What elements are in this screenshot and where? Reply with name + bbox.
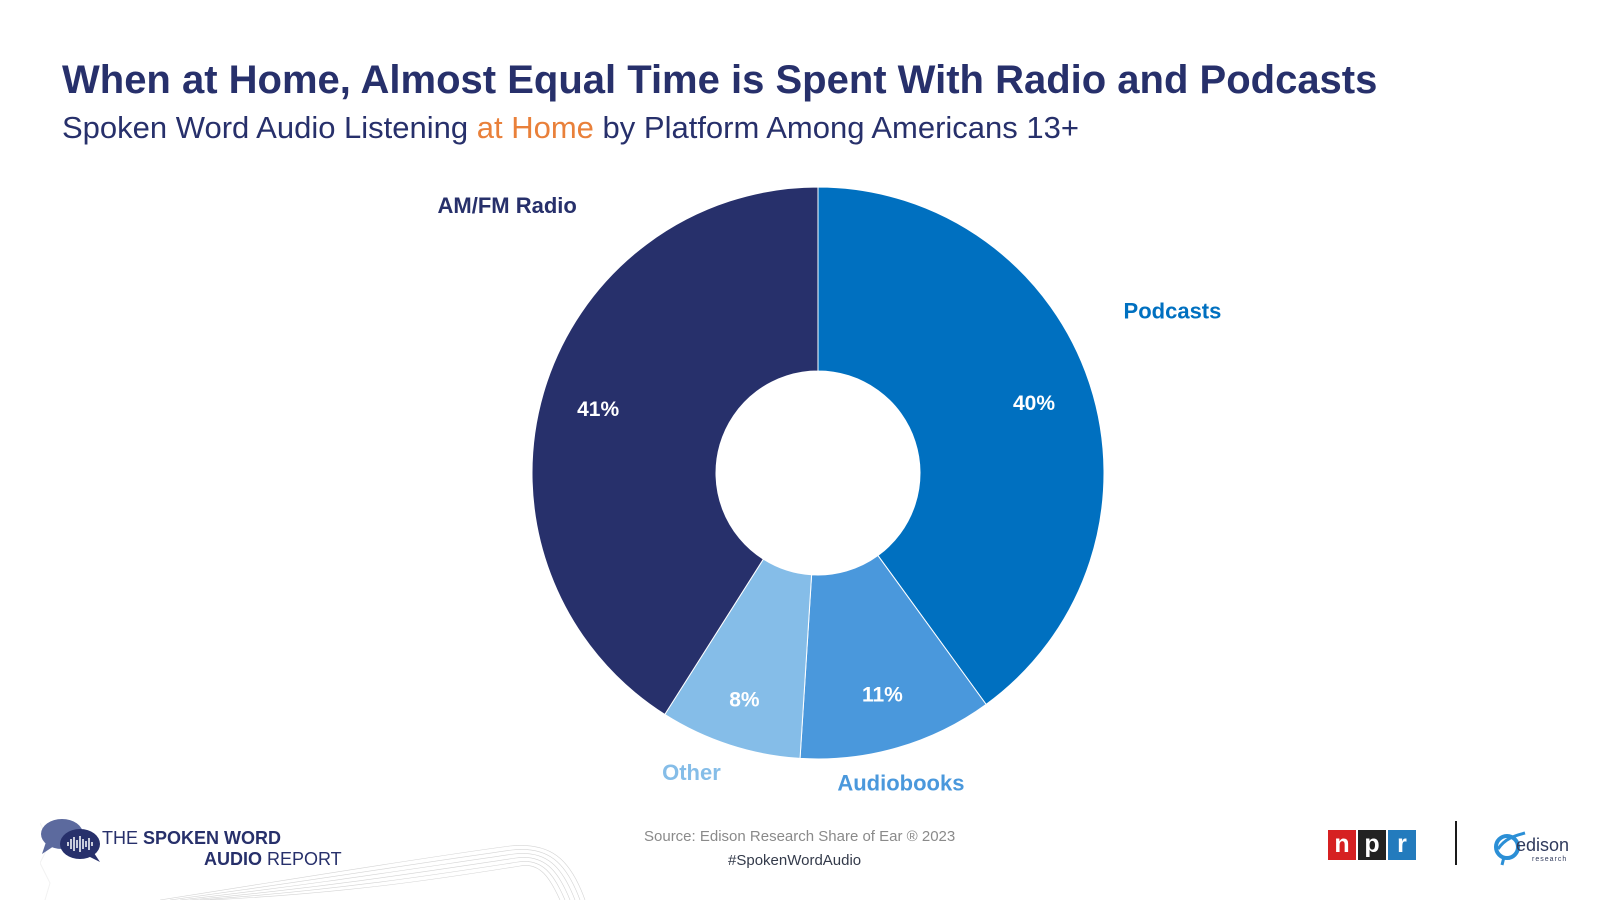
category-label-audiobooks: Audiobooks	[837, 770, 964, 795]
edison-wordmark: edison	[1516, 835, 1570, 855]
source-note: Source: Edison Research Share of Ear ® 2…	[644, 828, 956, 845]
edison-research-logo: edison research	[1492, 827, 1592, 869]
edison-subtext: research	[1532, 856, 1568, 863]
spoken-word-report-logo: THE SPOKEN WORD AUDIO REPORT	[40, 818, 600, 900]
category-label-podcasts: Podcasts	[1124, 299, 1222, 324]
report-logo-line1: THE SPOKEN WORD	[102, 828, 282, 848]
edison-swirl-icon	[1494, 831, 1526, 866]
report-logo-line2: AUDIO REPORT	[204, 849, 342, 869]
value-label-other: 8%	[729, 689, 760, 712]
value-label-am-fm-radio: 41%	[577, 398, 619, 421]
chart-title: When at Home, Almost Equal Time is Spent…	[62, 58, 1378, 102]
npr-letter-n: n	[1328, 830, 1356, 860]
npr-letter-p: p	[1358, 830, 1386, 860]
value-label-podcasts: 40%	[1013, 392, 1055, 415]
chart-subtitle: Spoken Word Audio Listening at Home by P…	[62, 110, 1079, 146]
category-label-am-fm-radio: AM/FM Radio	[438, 193, 577, 218]
subtitle-pre: Spoken Word Audio Listening	[62, 110, 477, 145]
slice-am-fm-radio	[531, 186, 819, 716]
hashtag: #SpokenWordAudio	[728, 852, 862, 869]
npr-letter-r: r	[1388, 830, 1416, 860]
sound-wave-decoration	[159, 845, 586, 900]
chat-bubbles-icon	[41, 819, 100, 862]
value-label-audiobooks: 11%	[862, 684, 903, 707]
slice-podcasts	[817, 186, 1105, 706]
npr-logo: n p r	[1328, 830, 1418, 860]
slice-audiobooks	[799, 554, 987, 760]
report-logo-graphic	[40, 819, 586, 900]
subtitle-highlight: at Home	[476, 110, 594, 145]
subtitle-post: by Platform Among Americans 13+	[593, 110, 1079, 145]
category-label-other: Other	[662, 760, 721, 785]
logo-divider	[1455, 821, 1457, 865]
